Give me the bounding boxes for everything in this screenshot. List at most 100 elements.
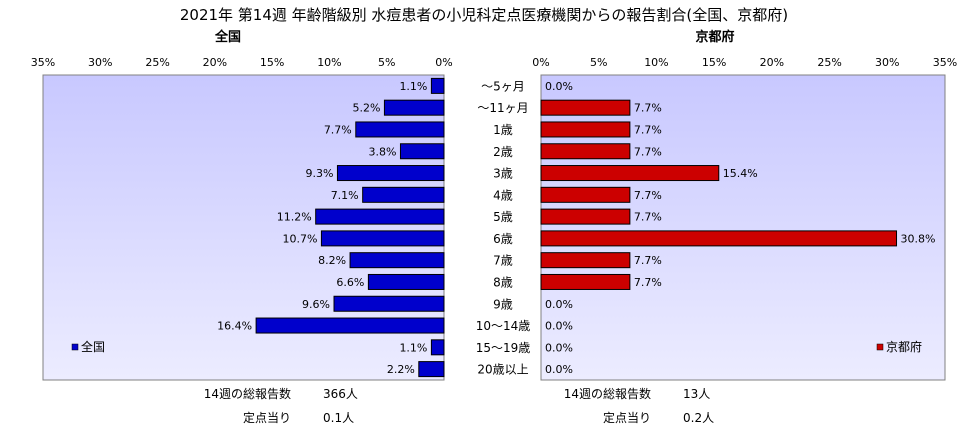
data-label: 7.7% <box>634 145 662 158</box>
tick-label: 10% <box>644 56 668 69</box>
bar <box>367 273 445 290</box>
data-label: 9.3% <box>305 167 333 180</box>
bar <box>349 252 445 269</box>
tick-label: 0% <box>435 56 452 69</box>
data-label: 0.0% <box>545 341 573 354</box>
data-label: 2.2% <box>387 363 415 376</box>
bar <box>362 186 445 203</box>
plot-area <box>540 74 946 381</box>
per-sentinel-label: 定点当り <box>603 410 651 425</box>
category-label: 4歳 <box>493 188 513 202</box>
data-label: 9.6% <box>302 298 330 311</box>
bar <box>540 252 631 269</box>
category-label: ～11ヶ月 <box>477 101 528 115</box>
tick-label: 5% <box>590 56 607 69</box>
bar <box>540 186 631 203</box>
per-sentinel-label: 定点当り <box>243 410 291 425</box>
category-label: 1歳 <box>493 123 513 137</box>
data-label: 3.8% <box>369 145 397 158</box>
bar <box>255 317 445 334</box>
bar <box>355 121 445 138</box>
data-label: 0.0% <box>545 298 573 311</box>
data-label: 7.7% <box>634 276 662 289</box>
total-reports-label: 14週の総報告数 <box>564 386 651 401</box>
tick-label: 20% <box>203 56 227 69</box>
data-label: 7.7% <box>634 211 662 224</box>
category-label: 3歳 <box>493 167 513 181</box>
data-label: 15.4% <box>723 167 758 180</box>
category-label: 10～14歳 <box>476 319 531 333</box>
total-reports-value: 13人 <box>683 387 710 401</box>
data-label: 7.7% <box>634 123 662 136</box>
category-label: 15～19歳 <box>476 341 531 355</box>
tick-label: 0% <box>532 56 549 69</box>
data-label: 1.1% <box>399 80 427 93</box>
bar <box>320 230 445 247</box>
bar <box>383 99 445 116</box>
tick-label: 25% <box>817 56 841 69</box>
bar <box>430 339 445 356</box>
data-label: 1.1% <box>399 341 427 354</box>
tick-label: 20% <box>760 56 784 69</box>
data-label: 0.0% <box>545 363 573 376</box>
data-label: 8.2% <box>318 254 346 267</box>
main-title: 2021年 第14週 年齢階級別 水痘患者の小児科定点医療機関からの報告割合(全… <box>180 6 788 24</box>
data-label: 16.4% <box>217 320 252 333</box>
bar <box>540 273 631 290</box>
data-label: 7.1% <box>331 189 359 202</box>
legend-swatch <box>876 343 884 351</box>
category-label: 8歳 <box>493 275 513 289</box>
panel-title: 京都府 <box>695 29 734 45</box>
tick-label: 15% <box>702 56 726 69</box>
national-panel: 全国 35% 30% 25% 20% 15% 10% 5% 0% 1.1% 5.2%7.7% 3.8%… <box>31 29 453 425</box>
category-label: 9歳 <box>493 297 513 311</box>
total-reports-label: 14週の総報告数 <box>204 386 291 401</box>
legend-label: 全国 <box>81 339 105 354</box>
data-label: 7.7% <box>324 123 352 136</box>
data-label: 0.0% <box>545 320 573 333</box>
bar <box>315 208 445 225</box>
category-label: 6歳 <box>493 232 513 246</box>
bar <box>418 361 445 378</box>
category-label: 7歳 <box>493 254 513 268</box>
kyoto-panel: 京都府 0% 5% 10% 15% 20% 25% 30% 35% 0.0% 7.7% 7.7% 7.7… <box>532 29 957 425</box>
data-label: 7.7% <box>634 189 662 202</box>
bar <box>540 143 631 160</box>
tick-label: 15% <box>260 56 284 69</box>
bar <box>540 208 631 225</box>
bar <box>540 165 720 182</box>
bar <box>336 165 445 182</box>
bar <box>540 230 898 247</box>
tick-label: 35% <box>31 56 55 69</box>
category-label: 5歳 <box>493 210 513 224</box>
tick-label: 30% <box>875 56 899 69</box>
data-label: 6.6% <box>336 276 364 289</box>
category-label: 20歳以上 <box>477 363 528 377</box>
tick-label: 10% <box>317 56 341 69</box>
bar <box>540 99 631 116</box>
legend-label: 京都府 <box>886 339 922 354</box>
bar <box>399 143 445 160</box>
category-label: 2歳 <box>493 145 513 159</box>
data-label: 0.0% <box>545 80 573 93</box>
category-label: ～5ヶ月 <box>481 79 525 93</box>
bar <box>540 121 631 138</box>
per-sentinel-value: 0.2人 <box>683 411 714 425</box>
per-sentinel-value: 0.1人 <box>323 411 354 425</box>
bar <box>430 77 445 94</box>
data-label: 30.8% <box>901 232 936 245</box>
total-reports-value: 366人 <box>323 387 358 401</box>
tick-label: 35% <box>933 56 957 69</box>
tick-label: 25% <box>145 56 169 69</box>
data-label: 5.2% <box>352 102 380 115</box>
data-label: 7.7% <box>634 102 662 115</box>
bar <box>333 295 445 312</box>
data-label: 11.2% <box>277 211 312 224</box>
plot-area <box>42 74 445 381</box>
panel-title: 全国 <box>214 29 241 45</box>
legend-swatch <box>71 343 79 351</box>
tick-label: 30% <box>88 56 112 69</box>
tick-label: 5% <box>378 56 395 69</box>
